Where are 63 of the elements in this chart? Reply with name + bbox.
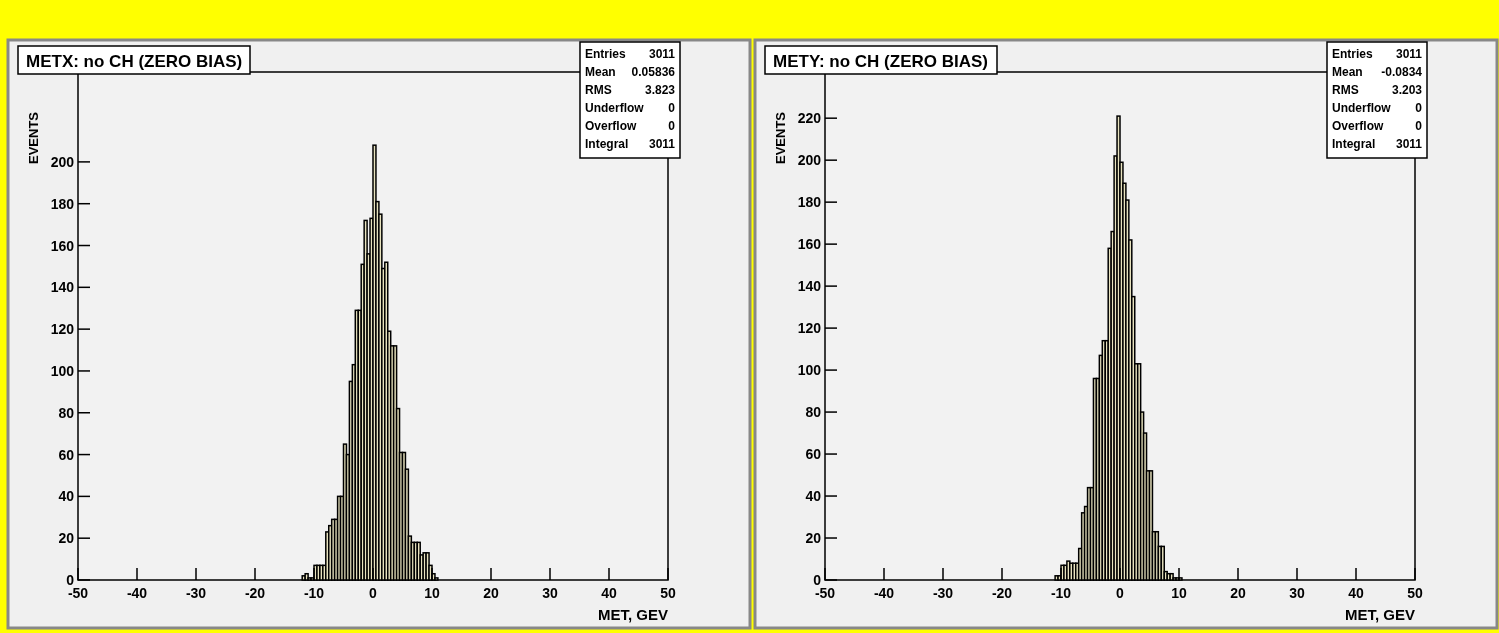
y-tick-label: 80 bbox=[805, 404, 822, 421]
text: Overflow 0 bbox=[585, 119, 675, 133]
x-tick-label: 40 bbox=[1348, 585, 1364, 601]
y-tick-label: 140 bbox=[50, 279, 75, 296]
x-tick-label: -30 bbox=[932, 585, 954, 601]
x-tick-label: -30 bbox=[185, 585, 207, 601]
text: Entries 3011 bbox=[1332, 47, 1422, 61]
y-tick-label: 20 bbox=[58, 530, 75, 547]
y-tick-label: 160 bbox=[50, 237, 75, 254]
x-tick-label: 30 bbox=[1289, 585, 1305, 601]
y-tick-label: 60 bbox=[805, 446, 822, 463]
x-tick-label: -50 bbox=[67, 585, 89, 601]
x-tick-label: 10 bbox=[1171, 585, 1187, 601]
y-tick-label: 40 bbox=[805, 488, 822, 505]
y-tick-label: 80 bbox=[58, 404, 75, 421]
y-tick-label: 0 bbox=[813, 572, 822, 588]
chart-title: METY: no CH (ZERO BIAS) bbox=[773, 52, 988, 71]
x-tick-label: -40 bbox=[126, 585, 148, 601]
x-tick-label: 0 bbox=[1116, 585, 1125, 601]
y-tick-label: 100 bbox=[797, 362, 822, 379]
x-tick-label: 30 bbox=[542, 585, 558, 601]
y-tick-label: 140 bbox=[797, 278, 822, 295]
x-axis-title: MET, GEV bbox=[1344, 606, 1415, 623]
text: RMS 3.203 bbox=[1332, 83, 1422, 97]
x-tick-label: -10 bbox=[303, 585, 325, 601]
y-tick-label: 180 bbox=[797, 194, 822, 211]
x-tick-label: 20 bbox=[483, 585, 499, 601]
y-tick-label: 200 bbox=[50, 153, 75, 170]
y-axis-title: EVENTS bbox=[773, 111, 788, 165]
y-tick-label: 120 bbox=[50, 321, 75, 338]
text: Integral 3011 bbox=[1332, 137, 1422, 151]
x-axis-title: MET, GEV bbox=[597, 606, 668, 623]
x-tick-label: -20 bbox=[991, 585, 1013, 601]
y-tick-label: 160 bbox=[797, 236, 822, 253]
x-tick-label: -20 bbox=[244, 585, 266, 601]
y-tick-label: 40 bbox=[58, 488, 75, 505]
text: Entries 3011 bbox=[585, 47, 675, 61]
text: Mean 0.05836 bbox=[585, 65, 675, 79]
x-tick-label: 10 bbox=[424, 585, 440, 601]
x-tick-label: 40 bbox=[601, 585, 617, 601]
text: RMS 3.823 bbox=[585, 83, 675, 97]
text: Overflow 0 bbox=[1332, 119, 1422, 133]
y-tick-label: 220 bbox=[797, 110, 822, 127]
text: Mean -0.0834 bbox=[1332, 65, 1422, 79]
x-tick-label: 50 bbox=[1407, 585, 1423, 601]
x-tick-label: 0 bbox=[369, 585, 378, 601]
y-tick-label: 200 bbox=[797, 152, 822, 169]
x-tick-label: -40 bbox=[873, 585, 895, 601]
y-tick-label: 0 bbox=[66, 572, 75, 588]
y-tick-label: 180 bbox=[50, 195, 75, 212]
chart-title: METX: no CH (ZERO BIAS) bbox=[26, 52, 243, 71]
x-tick-label: -10 bbox=[1050, 585, 1072, 601]
x-tick-label: -50 bbox=[814, 585, 836, 601]
y-tick-label: 20 bbox=[805, 530, 822, 547]
text: Underflow 0 bbox=[1332, 101, 1422, 115]
text: Integral 3011 bbox=[585, 137, 675, 151]
y-axis-title: EVENTS bbox=[26, 111, 41, 165]
y-tick-label: 60 bbox=[58, 446, 75, 463]
y-tick-label: 100 bbox=[50, 362, 75, 379]
text: Underflow 0 bbox=[585, 101, 675, 115]
x-tick-label: 20 bbox=[1230, 585, 1246, 601]
x-tick-label: 50 bbox=[660, 585, 676, 601]
y-tick-label: 120 bbox=[797, 320, 822, 337]
